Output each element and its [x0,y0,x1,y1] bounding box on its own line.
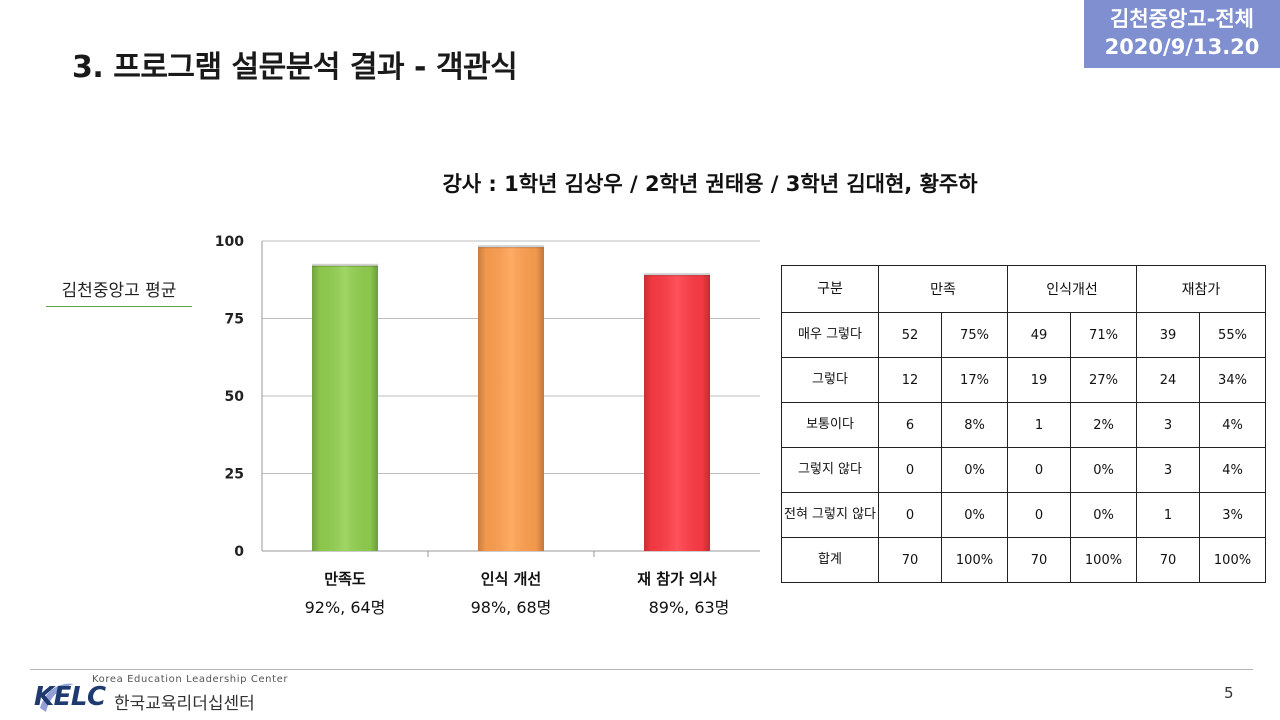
count-cell: 19 [1007,357,1071,403]
percent-cell: 71% [1070,312,1137,358]
count-cell: 0 [1007,492,1071,538]
percent-cell: 0% [941,447,1008,493]
footer-divider [30,669,1253,670]
count-cell: 1 [1136,492,1200,538]
table-row: 그렇지 않다 0 0% 0 0% 3 4% [781,447,1266,493]
table-header-cell: 인식개선 [1007,265,1137,313]
x-category-label: 만족도 [324,570,366,588]
count-cell: 0 [1007,447,1071,493]
bar-shading [478,247,544,551]
table-row: 합계 70 100% 70 100% 70 100% [781,537,1266,583]
count-cell: 49 [1007,312,1071,358]
table-row: 매우 그렇다 52 75% 49 71% 39 55% [781,312,1266,358]
percent-cell: 75% [941,312,1008,358]
row-label: 합계 [781,537,879,583]
bar-value-label: 89%, 63명 [649,598,730,617]
percent-cell: 3% [1199,492,1266,538]
school-date-badge: 김천중앙고-전체 2020/9/13.20 [1084,0,1280,68]
bar-shading [312,265,378,551]
chart-subtitle: 강사 : 1학년 김상우 / 2학년 권태용 / 3학년 김대현, 황주하 [442,172,978,196]
badge-date: 2020/9/13.20 [1104,35,1260,59]
badge-school: 김천중앙고-전체 [1110,7,1254,31]
percent-cell: 4% [1199,447,1266,493]
logo-mark: KELC [34,682,106,712]
percent-cell: 55% [1199,312,1266,358]
table-header-cell: 만족 [878,265,1008,313]
count-cell: 3 [1136,447,1200,493]
swoosh-icon [40,683,74,712]
bar-value-label: 92%, 64명 [305,598,386,617]
kelc-logo: Korea Education Leadership Center KELC 한… [34,672,294,716]
percent-cell: 100% [1070,537,1137,583]
y-tick-label: 75 [225,312,244,328]
y-tick-label: 25 [225,467,244,483]
row-label: 그렇지 않다 [781,447,879,493]
percent-cell: 0% [1070,447,1137,493]
percent-cell: 0% [1070,492,1137,538]
table-header-cell: 재참가 [1136,265,1266,313]
count-cell: 1 [1007,402,1071,448]
percent-cell: 17% [941,357,1008,403]
x-category-label: 인식 개선 [481,570,541,588]
count-cell: 12 [878,357,942,403]
logo-korean: 한국교육리더십센터 [114,694,255,714]
percent-cell: 100% [941,537,1008,583]
count-cell: 6 [878,402,942,448]
slide-title: 3. 프로그램 설문분석 결과 - 객관식 [72,50,518,85]
percent-cell: 8% [941,402,1008,448]
bar-chart: 0 25 50 75 100 만족도 92%, 64명 인식 개선 98%, 68명 재 참가 의… [215,234,760,617]
bar-shading [644,275,710,551]
count-cell: 39 [1136,312,1200,358]
row-label: 보통이다 [781,402,879,448]
page-number: 5 [1224,684,1234,702]
table-header-row: 구분 만족 인식개선 재참가 [781,265,1266,313]
percent-cell: 2% [1070,402,1137,448]
table-row: 전혀 그렇지 않다 0 0% 0 0% 1 3% [781,492,1266,538]
count-cell: 0 [878,447,942,493]
y-tick-label: 100 [215,234,244,250]
bar-value-label: 98%, 68명 [471,598,552,617]
percent-cell: 34% [1199,357,1266,403]
bar-top-edge [478,245,544,249]
percent-cell: 0% [941,492,1008,538]
table-header-cell: 구분 [781,265,879,313]
percent-cell: 4% [1199,402,1266,448]
count-cell: 70 [878,537,942,583]
count-cell: 24 [1136,357,1200,403]
bar-top-edge [644,273,710,277]
row-label: 전혀 그렇지 않다 [781,492,879,538]
logo-english: Korea Education Leadership Center [92,674,289,685]
table-row: 그렇다 12 17% 19 27% 24 34% [781,357,1266,403]
bar-top-edge [312,263,378,267]
percent-cell: 100% [1199,537,1266,583]
count-cell: 52 [878,312,942,358]
count-cell: 3 [1136,402,1200,448]
row-label: 그렇다 [781,357,879,403]
count-cell: 70 [1007,537,1071,583]
series-legend: 김천중앙고 평균 [46,276,192,307]
y-tick-label: 0 [234,544,244,560]
table-row: 보통이다 6 8% 1 2% 3 4% [781,402,1266,448]
y-tick-label: 50 [225,389,245,405]
x-category-label: 재 참가 의사 [637,570,717,588]
survey-summary-table: 구분 만족 인식개선 재참가 매우 그렇다 52 75% 49 71% 39 55% 그렇다 12 17%… [781,265,1266,583]
count-cell: 0 [878,492,942,538]
percent-cell: 27% [1070,357,1137,403]
count-cell: 70 [1136,537,1200,583]
row-label: 매우 그렇다 [781,312,879,358]
